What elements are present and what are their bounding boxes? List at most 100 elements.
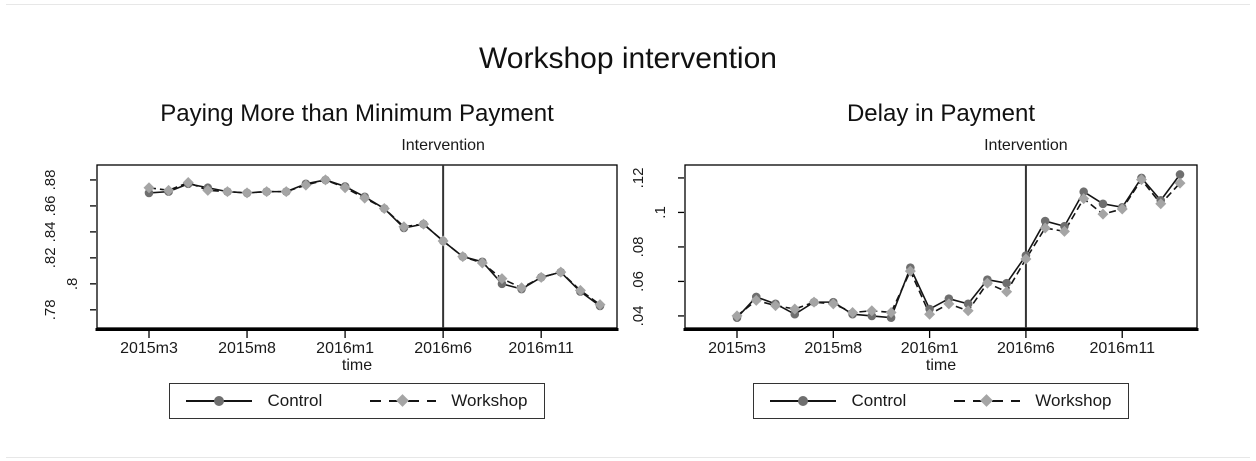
workshop-marker: [339, 182, 351, 194]
y-tick-label: .04: [630, 305, 647, 326]
workshop-marker: [1078, 193, 1090, 205]
workshop-marker: [594, 299, 606, 311]
top-divider: [6, 4, 1250, 5]
workshop-marker: [418, 218, 430, 230]
workshop-marker: [574, 284, 586, 296]
y-tick-label: .88: [42, 170, 59, 191]
diamond-marker-icon: [980, 394, 994, 407]
y-tick-label: .84: [42, 221, 59, 242]
circle-marker-icon: [214, 396, 225, 406]
x-tick-label: 2016m11: [508, 340, 574, 357]
workshop-marker: [221, 186, 233, 198]
right-legend: Control Workshop: [753, 383, 1129, 419]
workshop-marker: [182, 177, 194, 189]
left-panel-title: Paying More than Minimum Payment: [160, 100, 554, 127]
workshop-legend-label: Workshop: [1035, 391, 1112, 410]
workshop-marker: [847, 306, 859, 318]
workshop-marker: [924, 308, 936, 320]
workshop-marker: [359, 192, 371, 204]
control-marker: [1002, 278, 1011, 288]
right-xaxis-title: time: [925, 357, 957, 374]
workshop-marker: [962, 305, 974, 317]
x-tick-label: 2015m8: [218, 340, 276, 357]
control-marker: [1040, 216, 1050, 226]
y-tick-label: .8: [64, 278, 81, 291]
intervention-annotation-right: Intervention: [984, 137, 1068, 154]
workshop-marker: [827, 298, 839, 310]
workshop-marker: [789, 303, 801, 315]
workshop-line-sample: [954, 394, 1021, 407]
x-tick-label: 2016m6: [414, 340, 472, 357]
x-tick-label: 2016m11: [1089, 340, 1155, 357]
control-line-sample: [186, 395, 253, 407]
x-tick-label: 2015m3: [120, 340, 178, 357]
workshop-marker: [750, 294, 762, 306]
left-legend: Control Workshop: [169, 383, 545, 419]
control-marker: [963, 299, 973, 309]
workshop-marker: [1116, 203, 1128, 215]
bottom-divider: [6, 457, 1250, 458]
x-tick-label: 2015m8: [804, 340, 862, 357]
workshop-marker: [770, 300, 782, 312]
y-tick-label: .08: [630, 237, 647, 258]
workshop-marker: [731, 310, 743, 322]
workshop-marker: [885, 306, 897, 318]
workshop-marker: [866, 305, 878, 317]
workshop-marker: [437, 235, 449, 247]
y-tick-label: .1: [652, 206, 669, 219]
workshop-marker: [319, 174, 331, 186]
intervention-annotation-left: Intervention: [401, 137, 485, 154]
workshop-marker: [163, 184, 175, 196]
workshop-marker: [1155, 198, 1167, 210]
workshop-marker: [1001, 286, 1013, 298]
workshop-marker: [904, 265, 916, 277]
circle-marker-icon: [798, 396, 809, 406]
workshop-marker: [398, 221, 410, 233]
workshop-marker: [1039, 222, 1051, 234]
plot-border: [684, 164, 1198, 329]
y-tick-label: .82: [42, 247, 59, 268]
workshop-line-sample: [370, 394, 437, 407]
x-tick-label: 2016m1: [901, 340, 959, 357]
workshop-marker: [1020, 253, 1032, 265]
workshop-legend-label: Workshop: [451, 391, 528, 410]
diamond-marker-icon: [396, 394, 410, 407]
workshop-marker: [555, 266, 567, 278]
workshop-marker: [516, 282, 528, 294]
workshop-marker: [202, 184, 214, 196]
workshop-marker: [943, 298, 955, 310]
right-panel-title: Delay in Payment: [846, 100, 1036, 127]
figure-title: Workshop intervention: [479, 42, 777, 75]
y-tick-label: .86: [42, 195, 59, 216]
workshop-marker: [261, 186, 273, 198]
workshop-marker: [476, 257, 488, 269]
workshop-marker: [241, 187, 253, 199]
workshop-marker: [457, 251, 469, 263]
x-tick-label: 2016m1: [316, 340, 374, 357]
workshop-marker: [1135, 174, 1147, 186]
x-tick-label: 2015m3: [708, 340, 766, 357]
left-xaxis-title: time: [341, 357, 373, 374]
workshop-marker: [1058, 225, 1070, 237]
control-marker: [1098, 199, 1108, 209]
control-marker: [1175, 170, 1185, 179]
y-tick-label: .06: [630, 271, 647, 292]
workshop-marker: [535, 271, 547, 283]
control-line-sample: [770, 395, 837, 407]
workshop-marker: [496, 273, 508, 285]
y-tick-label: .78: [42, 299, 59, 320]
workshop-marker: [981, 277, 993, 289]
workshop-marker: [808, 296, 820, 308]
control-legend-label: Control: [851, 391, 907, 410]
workshop-marker: [1097, 208, 1109, 220]
workshop-marker: [143, 182, 155, 194]
panel-1: .04 .06 .08 .1 .12 2015m3 2015m8 2016m1 2016m6 20…: [630, 164, 1199, 357]
workshop-marker: [1174, 177, 1186, 189]
panel-0: .78 .8 .82 .84 .86 .88 2015m3 2015m8 2016m1 2016m…: [42, 164, 619, 357]
y-tick-label: .12: [630, 168, 647, 189]
control-legend-label: Control: [267, 391, 323, 410]
workshop-marker: [378, 203, 390, 215]
workshop-marker: [280, 186, 292, 198]
x-tick-label: 2016m6: [997, 340, 1055, 357]
